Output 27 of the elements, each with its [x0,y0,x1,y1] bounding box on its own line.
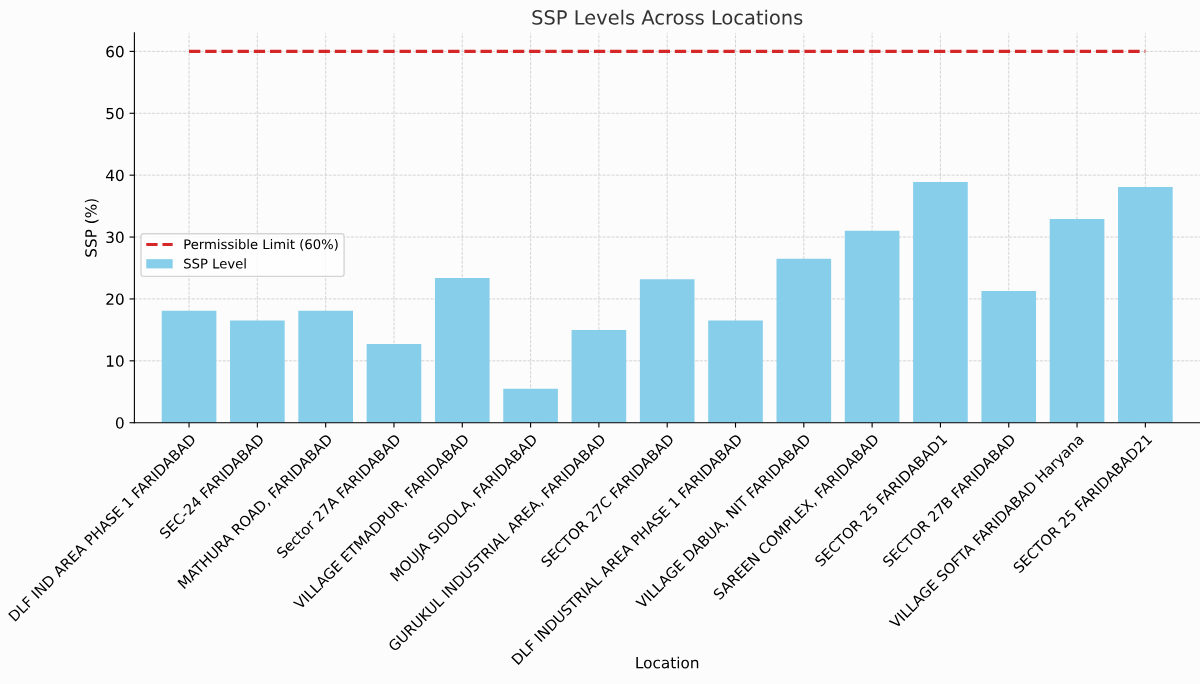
bar [1049,219,1105,423]
bar [708,320,763,423]
y-tick-label: 10 [106,355,124,367]
x-axis-title: Location [636,656,699,669]
bar [503,388,558,423]
legend-label: Permissible Limit (60%) [184,239,338,251]
chart-title: SSP Levels Across Locations [532,9,803,25]
bar [298,310,353,423]
y-tick-label: 60 [106,45,124,58]
y-tick-label: 30 [106,231,124,244]
bar [434,277,490,423]
bar [230,320,285,423]
bar [1118,186,1173,423]
legend-label: SSP Level [184,258,246,269]
bar [639,279,695,423]
bar [844,230,900,423]
y-tick-label: 50 [106,107,124,120]
y-axis-title: SSP (%) [84,199,99,257]
y-tick-label: 20 [106,293,124,305]
bar [913,181,968,423]
bar [571,329,627,423]
y-tick-label: 40 [105,169,124,182]
bar [366,344,422,423]
bar [161,310,217,423]
y-tick-label: 0 [115,417,124,429]
bar [981,290,1037,423]
bar [776,258,832,423]
